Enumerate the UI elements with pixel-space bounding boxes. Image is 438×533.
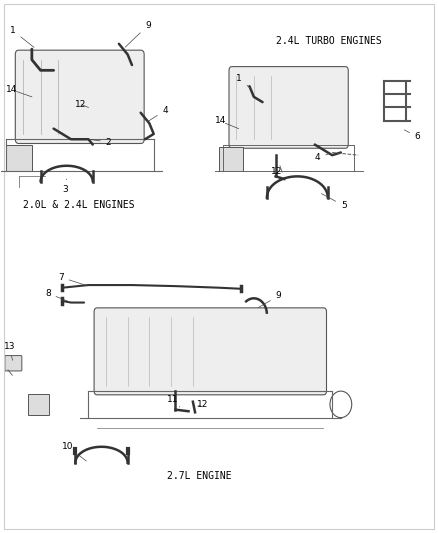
Text: 8: 8 [45,289,68,302]
Text: 5: 5 [321,193,346,210]
Text: 12: 12 [197,400,208,409]
Text: 4: 4 [147,106,168,122]
Bar [219,147,243,171]
Text: 14: 14 [215,116,226,125]
Text: 2: 2 [91,138,111,147]
FancyBboxPatch shape [15,50,144,143]
Text: 9: 9 [125,21,151,47]
Text: 7: 7 [58,273,86,285]
Text: 12: 12 [75,100,87,109]
Text: 2.4L TURBO ENGINES: 2.4L TURBO ENGINES [276,36,381,46]
FancyBboxPatch shape [229,67,348,148]
FancyBboxPatch shape [94,308,326,395]
Text: 13: 13 [4,342,15,360]
Text: 6: 6 [404,130,420,141]
Text: 9: 9 [258,292,281,308]
Bar [6,144,32,171]
Bar [28,394,49,415]
Text: 10: 10 [62,442,86,461]
FancyBboxPatch shape [5,356,22,371]
Text: 1: 1 [237,74,252,90]
Text: 1: 1 [10,26,34,47]
Text: 3: 3 [62,179,68,194]
Text: 14: 14 [6,85,17,93]
Text: 11: 11 [167,395,180,407]
Text: 2.7L ENGINE: 2.7L ENGINE [167,471,231,481]
Text: 12: 12 [271,167,283,176]
Text: 4: 4 [315,154,329,163]
Text: 2.0L & 2.4L ENGINES: 2.0L & 2.4L ENGINES [23,200,135,210]
